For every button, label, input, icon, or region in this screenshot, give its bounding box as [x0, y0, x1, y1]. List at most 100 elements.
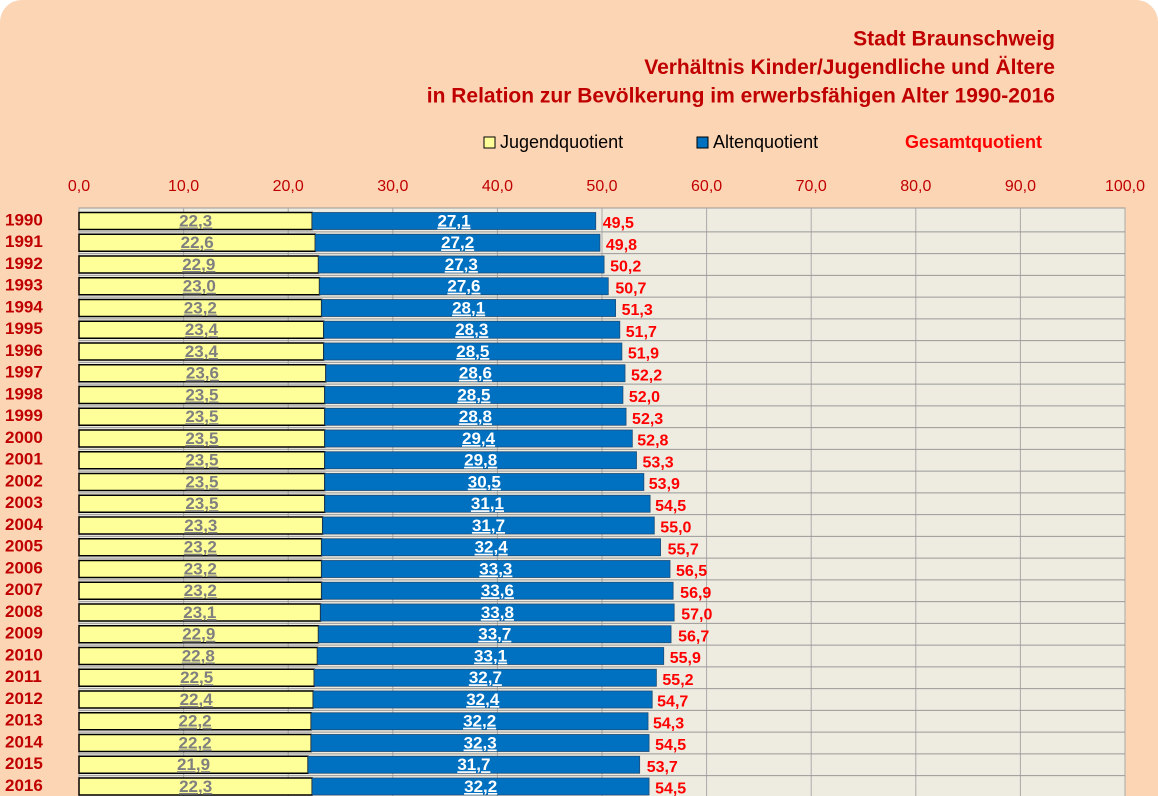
total-label: 54,5 [655, 781, 686, 796]
data-label: 28,5 [457, 385, 490, 404]
data-label: 23,4 [185, 320, 219, 339]
y-tick-label: 1998 [5, 384, 43, 403]
x-tick-label: 90,0 [1005, 178, 1036, 195]
bar [319, 277, 609, 296]
total-label: 51,7 [626, 324, 657, 341]
data-label: 22,6 [181, 233, 214, 252]
total-label: 54,5 [655, 498, 686, 515]
data-label: 23,5 [185, 429, 218, 448]
y-tick-label: 2010 [5, 645, 43, 664]
total-label: 54,5 [655, 737, 686, 754]
y-tick-label: 2002 [5, 471, 43, 490]
x-tick-label: 10,0 [168, 178, 199, 195]
data-label: 28,6 [459, 364, 492, 383]
data-label: 27,3 [445, 255, 478, 274]
bar [322, 516, 655, 535]
y-tick-label: 2001 [5, 450, 43, 469]
total-label: 52,8 [637, 433, 668, 450]
data-label: 29,8 [464, 451, 497, 470]
y-tick-label: 2013 [5, 711, 43, 730]
data-label: 23,2 [184, 559, 217, 578]
y-tick-label: 1991 [5, 232, 43, 251]
data-label: 23,1 [183, 603, 216, 622]
data-label: 32,4 [466, 690, 500, 709]
data-label: 23,5 [185, 494, 218, 513]
data-label: 33,8 [481, 603, 514, 622]
data-label: 22,2 [179, 712, 212, 731]
data-label: 22,5 [180, 668, 213, 687]
y-tick-label: 2007 [5, 580, 43, 599]
total-label: 53,7 [647, 759, 678, 776]
data-label: 33,7 [478, 625, 511, 644]
x-tick-label: 100,0 [1105, 178, 1145, 195]
bar [321, 299, 616, 317]
data-label: 29,4 [462, 429, 496, 448]
y-tick-label: 1996 [5, 341, 43, 360]
data-label: 31,7 [472, 516, 505, 535]
total-label: 55,0 [660, 520, 691, 537]
y-tick-label: 2012 [5, 689, 43, 708]
data-label: 32,7 [469, 668, 502, 687]
x-tick-label: 70,0 [796, 178, 827, 195]
total-label: 50,2 [610, 259, 641, 276]
bar [324, 386, 624, 404]
bar [323, 342, 623, 361]
data-label: 23,0 [183, 277, 216, 296]
bar [325, 364, 626, 383]
total-label: 52,2 [631, 367, 662, 384]
bar [311, 777, 650, 796]
y-tick-label: 1993 [5, 276, 43, 295]
bar [324, 429, 633, 448]
bar [324, 451, 637, 470]
data-label: 31,1 [471, 494, 504, 513]
x-tick-label: 30,0 [377, 178, 408, 195]
data-label: 22,8 [182, 646, 215, 665]
bar [320, 603, 675, 622]
data-label: 28,1 [452, 298, 485, 317]
data-label: 33,1 [474, 646, 507, 665]
y-tick-label: 1992 [5, 254, 43, 273]
x-tick-label: 40,0 [482, 178, 513, 195]
y-tick-label: 2014 [5, 732, 43, 751]
data-label: 30,5 [468, 472, 501, 491]
chart-title: Verhältnis Kinder/Jugendliche und Ältere [644, 56, 1055, 79]
data-label: 23,5 [185, 385, 218, 404]
data-label: 23,5 [185, 451, 218, 470]
total-label: 53,3 [643, 454, 674, 471]
data-label: 22,9 [182, 625, 215, 644]
data-label: 32,2 [463, 712, 496, 731]
total-label: 57,0 [681, 607, 712, 624]
y-tick-label: 2005 [5, 537, 43, 556]
bar [323, 320, 621, 339]
data-label: 27,6 [447, 277, 480, 296]
y-tick-label: 2011 [5, 667, 42, 686]
legend-swatch [696, 136, 709, 149]
total-label: 55,7 [668, 541, 699, 558]
bar [318, 255, 605, 274]
data-label: 22,3 [179, 777, 212, 796]
y-tick-label: 1995 [5, 319, 43, 338]
data-label: 21,9 [177, 755, 210, 774]
data-label: 23,5 [185, 472, 218, 491]
bar [321, 560, 671, 578]
data-label: 23,2 [184, 298, 217, 317]
data-label: 23,2 [184, 581, 217, 600]
bar [310, 712, 649, 731]
legend-label: Altenquotient [713, 132, 818, 152]
data-label: 23,3 [184, 516, 217, 535]
total-label: 56,9 [680, 585, 711, 602]
y-tick-label: 2008 [5, 602, 43, 621]
bar [310, 734, 650, 752]
data-label: 32,3 [464, 733, 497, 752]
x-tick-label: 0,0 [68, 178, 90, 195]
data-label: 22,9 [182, 255, 215, 274]
y-tick-label: 1990 [5, 210, 43, 229]
bar [318, 625, 672, 644]
y-tick-label: 2015 [5, 754, 43, 773]
x-tick-label: 60,0 [691, 178, 722, 195]
y-tick-label: 2016 [5, 776, 43, 795]
data-label: 22,3 [179, 211, 212, 230]
data-label: 22,4 [180, 690, 214, 709]
y-tick-label: 2000 [5, 428, 43, 447]
